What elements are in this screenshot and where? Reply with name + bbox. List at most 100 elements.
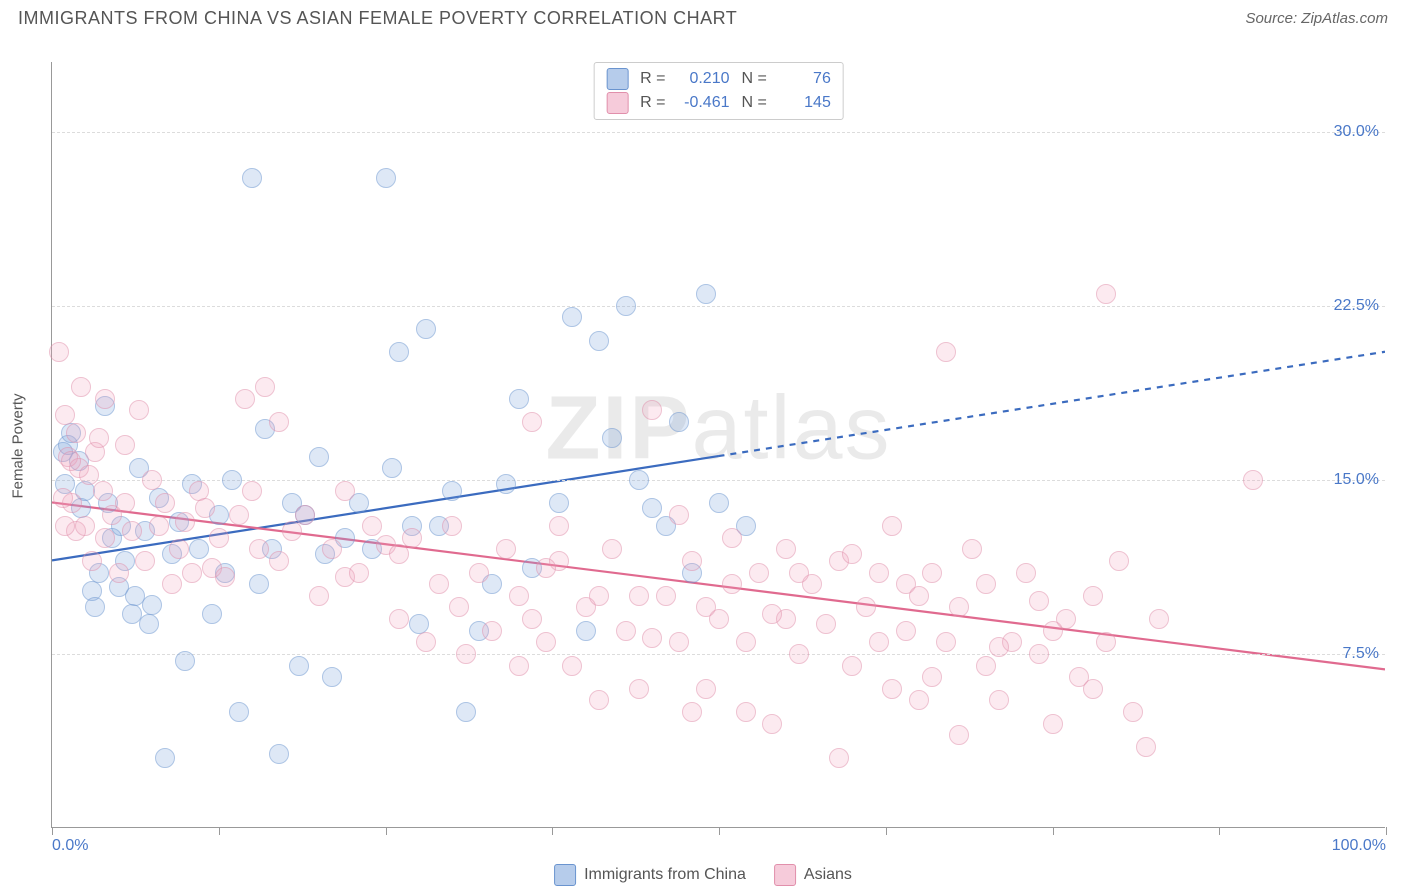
data-point	[696, 284, 716, 304]
data-point	[1096, 284, 1116, 304]
data-point	[1096, 632, 1116, 652]
data-point	[389, 342, 409, 362]
data-point	[776, 539, 796, 559]
gridline	[52, 306, 1385, 307]
data-point	[215, 567, 235, 587]
data-point	[402, 528, 422, 548]
data-point	[142, 470, 162, 490]
data-point	[736, 632, 756, 652]
data-point	[642, 628, 662, 648]
data-point	[976, 574, 996, 594]
data-point	[589, 331, 609, 351]
data-point	[616, 621, 636, 641]
xtick	[52, 827, 53, 835]
data-point	[922, 563, 942, 583]
data-point	[562, 656, 582, 676]
data-point	[562, 307, 582, 327]
stat-n-value: 76	[775, 67, 831, 91]
swatch-pink-icon	[774, 864, 796, 886]
data-point	[789, 563, 809, 583]
legend-label: Immigrants from China	[584, 866, 746, 884]
xtick	[886, 827, 887, 835]
data-point	[522, 609, 542, 629]
data-point	[909, 586, 929, 606]
stats-box: R = 0.210 N = 76 R = -0.461 N = 145	[593, 62, 844, 120]
data-point	[629, 679, 649, 699]
data-point	[429, 574, 449, 594]
data-point	[93, 481, 113, 501]
ytick-label: 15.0%	[1334, 471, 1379, 489]
data-point	[255, 377, 275, 397]
data-point	[442, 481, 462, 501]
data-point	[242, 168, 262, 188]
data-point	[135, 551, 155, 571]
data-point	[602, 539, 622, 559]
xtick	[219, 827, 220, 835]
data-point	[416, 632, 436, 652]
data-point	[309, 447, 329, 467]
data-point	[456, 702, 476, 722]
stat-r-value: -0.461	[674, 91, 730, 115]
data-point	[522, 412, 542, 432]
data-point	[989, 637, 1009, 657]
data-point	[249, 574, 269, 594]
swatch-pink-icon	[606, 92, 628, 114]
data-point	[175, 651, 195, 671]
data-point	[222, 470, 242, 490]
data-point	[1149, 609, 1169, 629]
data-point	[669, 412, 689, 432]
data-point	[115, 493, 135, 513]
data-point	[1123, 702, 1143, 722]
data-point	[1136, 737, 1156, 757]
data-point	[229, 702, 249, 722]
data-point	[322, 667, 342, 687]
data-point	[229, 505, 249, 525]
xtick-label: 0.0%	[52, 837, 88, 855]
data-point	[749, 563, 769, 583]
data-point	[669, 505, 689, 525]
data-point	[829, 748, 849, 768]
stat-r-label: R =	[640, 91, 665, 115]
data-point	[449, 597, 469, 617]
data-point	[82, 551, 102, 571]
data-point	[456, 644, 476, 664]
data-point	[75, 516, 95, 536]
data-point	[949, 597, 969, 617]
stats-row: R = 0.210 N = 76	[606, 67, 831, 91]
stat-n-label: N =	[742, 67, 767, 91]
data-point	[109, 563, 129, 583]
data-point	[949, 725, 969, 745]
ytick-label: 7.5%	[1343, 645, 1379, 663]
data-point	[736, 702, 756, 722]
data-point	[169, 539, 189, 559]
data-point	[589, 690, 609, 710]
data-point	[896, 621, 916, 641]
watermark: ZIPatlas	[545, 378, 891, 481]
data-point	[95, 528, 115, 548]
data-point	[842, 544, 862, 564]
data-point	[1043, 621, 1063, 641]
data-point	[235, 389, 255, 409]
data-point	[642, 498, 662, 518]
data-point	[349, 563, 369, 583]
chart-header: IMMIGRANTS FROM CHINA VS ASIAN FEMALE PO…	[0, 0, 1406, 35]
data-point	[509, 656, 529, 676]
stat-r-value: 0.210	[674, 67, 730, 91]
bottom-legend: Immigrants from China Asians	[554, 864, 852, 886]
data-point	[496, 539, 516, 559]
data-point	[322, 539, 342, 559]
legend-label: Asians	[804, 866, 852, 884]
plot-area: ZIPatlas R = 0.210 N = 76 R = -0.461 N =…	[51, 62, 1385, 828]
data-point	[909, 690, 929, 710]
data-point	[295, 505, 315, 525]
data-point	[282, 521, 302, 541]
data-point	[936, 342, 956, 362]
data-point	[55, 405, 75, 425]
data-point	[155, 493, 175, 513]
data-point	[722, 528, 742, 548]
data-point	[629, 470, 649, 490]
data-point	[115, 435, 135, 455]
xtick	[386, 827, 387, 835]
gridline	[52, 654, 1385, 655]
swatch-blue-icon	[554, 864, 576, 886]
